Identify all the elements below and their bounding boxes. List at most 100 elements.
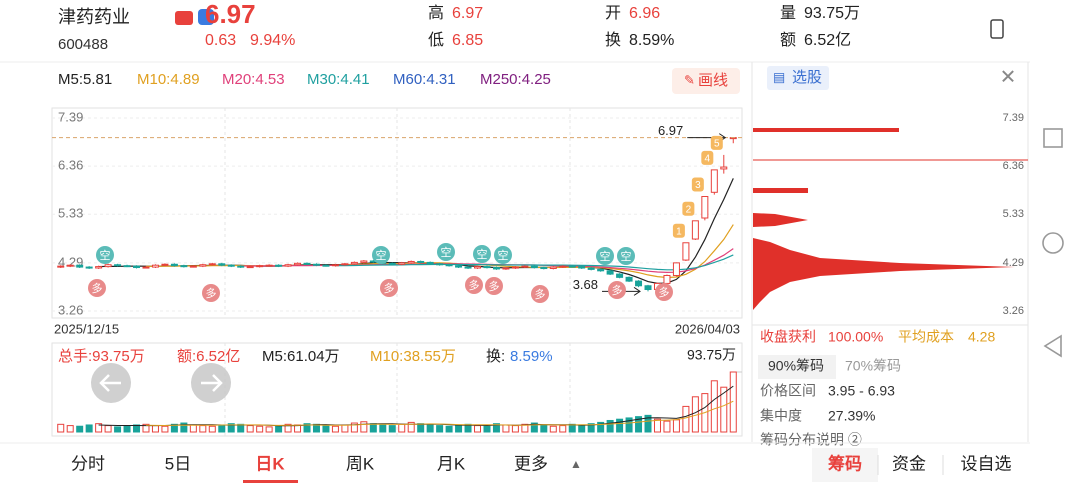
- wave-label: 5: [714, 139, 720, 150]
- vertical-grid: [224, 108, 571, 436]
- volume-bar: [568, 423, 576, 433]
- signal-label: 空: [100, 248, 111, 262]
- home[interactable]: [1042, 232, 1064, 254]
- candle-body: [95, 266, 103, 269]
- label: 平均成本: [898, 329, 954, 345]
- candle-body: [398, 262, 406, 265]
- candle-body: [521, 265, 529, 268]
- signal-badge: [372, 246, 390, 264]
- signal-label: 多: [469, 278, 480, 292]
- candle-body: [199, 264, 207, 267]
- candle-body: [616, 273, 624, 278]
- candle-body: [123, 265, 131, 268]
- candle-body: [114, 264, 122, 267]
- x-tick-label: 2025/12/15: [54, 321, 119, 336]
- value: 6.52亿: [804, 31, 851, 49]
- tab[interactable]: 周K: [346, 454, 375, 473]
- side-tab[interactable]: 筹码: [828, 453, 862, 473]
- label: 开: [605, 5, 621, 22]
- candle-body: [104, 264, 112, 268]
- volume-ma-line: [145, 400, 734, 427]
- back[interactable]: [1043, 334, 1062, 358]
- y-tick-label: 7.39: [58, 109, 83, 124]
- volume-bar: [407, 421, 415, 433]
- volume-bar: [350, 422, 358, 433]
- volume-bar: [208, 425, 216, 433]
- signal-label: 多: [489, 279, 500, 293]
- landscape-icon[interactable]: [990, 19, 1004, 39]
- ma-label: M5:5.81: [58, 71, 112, 88]
- volume-bar: [66, 425, 74, 433]
- wave-badge: [710, 135, 723, 150]
- volume-bar: [256, 425, 264, 433]
- candle-body: [455, 265, 463, 268]
- ma-label: M30:4.41: [307, 71, 370, 88]
- draw-button-label[interactable]: 画线: [698, 72, 728, 89]
- side-tabs: 筹码 资金 设自选: [828, 453, 1012, 473]
- label: 价格区间: [760, 383, 816, 399]
- candle-body: [312, 263, 320, 266]
- y-tick-label: 5.33: [58, 206, 83, 221]
- chip-tab[interactable]: 70%筹码: [845, 358, 901, 374]
- select-tag[interactable]: [767, 66, 829, 90]
- chip-tab[interactable]: 90%筹码: [768, 358, 824, 374]
- side-tab[interactable]: 设自选: [961, 454, 1012, 473]
- volume-bar: [540, 424, 548, 433]
- value: 6.85: [452, 32, 483, 49]
- candle-body: [341, 263, 349, 266]
- candle-body: [256, 265, 264, 268]
- volume-bar: [492, 423, 500, 433]
- candle-body: [417, 260, 425, 263]
- signal-badge: [202, 284, 220, 302]
- tab[interactable]: 月K: [437, 454, 466, 473]
- signal-badge: [485, 277, 503, 295]
- chip-bar: [753, 213, 808, 227]
- candle-body: [322, 264, 330, 267]
- candle-body: [237, 265, 245, 268]
- volume-bar: [483, 425, 491, 433]
- volume-bar: [388, 425, 396, 433]
- side-tab[interactable]: 资金: [892, 454, 926, 473]
- volume-stat: 8.59%: [510, 348, 553, 365]
- label: 收盘获利: [760, 329, 816, 345]
- chip-bar: [753, 128, 899, 132]
- value: 3.95 - 6.93: [828, 383, 895, 399]
- chip-tab-active[interactable]: [758, 355, 836, 379]
- candle-body: [540, 267, 548, 270]
- chip-mountain: [753, 238, 1015, 310]
- candle-body: [303, 262, 311, 265]
- close-icon[interactable]: ✕: [1000, 66, 1017, 88]
- volume-bar: [95, 423, 103, 433]
- chip-bar: [753, 188, 808, 193]
- volume-bar: [275, 425, 283, 433]
- volume-bar: [606, 419, 614, 433]
- value: 6.97: [452, 5, 483, 22]
- plot: 7.39 7.396.36 6.365.33 5.334.29 4.293.26 3.26…: [52, 109, 1024, 433]
- candle-body: [701, 196, 709, 219]
- volume-bar: [672, 419, 680, 433]
- stock-name: 津药药业: [58, 7, 130, 27]
- tab[interactable]: 更多: [514, 454, 548, 473]
- label: 高: [428, 4, 444, 22]
- candle-body: [597, 268, 605, 272]
- signal-badge: [655, 283, 673, 301]
- volume-bar: [644, 414, 652, 433]
- label: 低: [428, 31, 444, 49]
- chip-note[interactable]: 筹码分布说明 ②: [760, 432, 862, 448]
- candle-body: [635, 280, 643, 287]
- recent-apps[interactable]: [1043, 128, 1063, 148]
- select-label[interactable]: 选股: [792, 69, 822, 86]
- signal-label: 多: [92, 281, 103, 295]
- candle-body: [76, 264, 84, 268]
- signal-label: 空: [477, 247, 488, 261]
- tab-active[interactable]: 日K: [255, 454, 285, 473]
- candle-body: [331, 264, 339, 267]
- label: 额: [780, 31, 796, 49]
- tab[interactable]: 分时: [71, 454, 105, 473]
- candle-body: [388, 262, 396, 265]
- draw-button[interactable]: [672, 68, 740, 94]
- tab[interactable]: 5日: [165, 454, 191, 473]
- arrow-icon: [99, 374, 121, 392]
- volume-bar: [521, 423, 529, 433]
- candle-body: [578, 266, 586, 269]
